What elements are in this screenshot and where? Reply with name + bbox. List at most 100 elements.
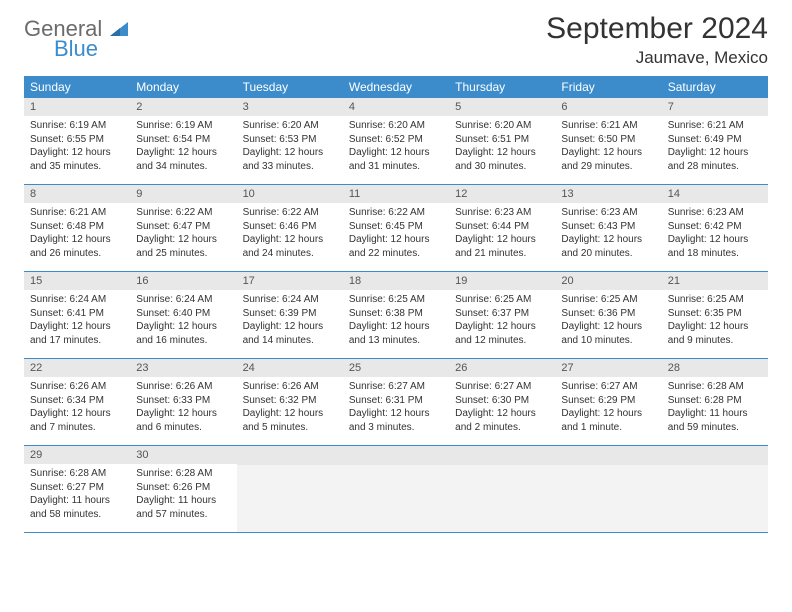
sunset-text: Sunset: 6:52 PM <box>349 133 443 147</box>
sunrise-text: Sunrise: 6:25 AM <box>561 293 655 307</box>
sunset-text: Sunset: 6:47 PM <box>136 220 230 234</box>
day-info: Sunrise: 6:27 AMSunset: 6:30 PMDaylight:… <box>449 377 555 440</box>
day-number: 3 <box>237 98 343 116</box>
sunrise-text: Sunrise: 6:19 AM <box>136 119 230 133</box>
sunrise-text: Sunrise: 6:23 AM <box>668 206 762 220</box>
daylight-text: Daylight: 12 hours and 6 minutes. <box>136 407 230 434</box>
day-cell: 11Sunrise: 6:22 AMSunset: 6:45 PMDayligh… <box>343 185 449 271</box>
sunrise-text: Sunrise: 6:28 AM <box>668 380 762 394</box>
sunrise-text: Sunrise: 6:19 AM <box>30 119 124 133</box>
sunset-text: Sunset: 6:32 PM <box>243 394 337 408</box>
day-cell: 19Sunrise: 6:25 AMSunset: 6:37 PMDayligh… <box>449 272 555 358</box>
daylight-text: Daylight: 12 hours and 3 minutes. <box>349 407 443 434</box>
day-cell: 4Sunrise: 6:20 AMSunset: 6:52 PMDaylight… <box>343 98 449 184</box>
week-row: 1Sunrise: 6:19 AMSunset: 6:55 PMDaylight… <box>24 98 768 185</box>
day-number: 27 <box>555 359 661 377</box>
sunset-text: Sunset: 6:30 PM <box>455 394 549 408</box>
dow-cell: Wednesday <box>343 76 449 98</box>
dow-cell: Thursday <box>449 76 555 98</box>
day-info: Sunrise: 6:25 AMSunset: 6:37 PMDaylight:… <box>449 290 555 353</box>
day-info: Sunrise: 6:28 AMSunset: 6:28 PMDaylight:… <box>662 377 768 440</box>
daylight-text: Daylight: 12 hours and 21 minutes. <box>455 233 549 260</box>
sunset-text: Sunset: 6:46 PM <box>243 220 337 234</box>
daylight-text: Daylight: 12 hours and 17 minutes. <box>30 320 124 347</box>
day-info: Sunrise: 6:19 AMSunset: 6:54 PMDaylight:… <box>130 116 236 179</box>
empty-day-cell <box>343 446 449 532</box>
daylight-text: Daylight: 12 hours and 1 minute. <box>561 407 655 434</box>
sunset-text: Sunset: 6:26 PM <box>136 481 230 495</box>
sunset-text: Sunset: 6:39 PM <box>243 307 337 321</box>
day-number: 18 <box>343 272 449 290</box>
day-number: 1 <box>24 98 130 116</box>
header: General Blue September 2024 Jaumave, Mex… <box>24 12 768 68</box>
calendar-grid: SundayMondayTuesdayWednesdayThursdayFrid… <box>24 76 768 533</box>
sunrise-text: Sunrise: 6:20 AM <box>349 119 443 133</box>
sunset-text: Sunset: 6:51 PM <box>455 133 549 147</box>
day-info: Sunrise: 6:26 AMSunset: 6:33 PMDaylight:… <box>130 377 236 440</box>
day-info: Sunrise: 6:27 AMSunset: 6:29 PMDaylight:… <box>555 377 661 440</box>
daylight-text: Daylight: 12 hours and 18 minutes. <box>668 233 762 260</box>
day-info: Sunrise: 6:26 AMSunset: 6:34 PMDaylight:… <box>24 377 130 440</box>
day-number: 17 <box>237 272 343 290</box>
sunset-text: Sunset: 6:38 PM <box>349 307 443 321</box>
dow-cell: Friday <box>555 76 661 98</box>
sunset-text: Sunset: 6:48 PM <box>30 220 124 234</box>
day-cell: 15Sunrise: 6:24 AMSunset: 6:41 PMDayligh… <box>24 272 130 358</box>
sunset-text: Sunset: 6:33 PM <box>136 394 230 408</box>
sunset-text: Sunset: 6:41 PM <box>30 307 124 321</box>
daylight-text: Daylight: 12 hours and 2 minutes. <box>455 407 549 434</box>
day-cell: 20Sunrise: 6:25 AMSunset: 6:36 PMDayligh… <box>555 272 661 358</box>
day-number: 19 <box>449 272 555 290</box>
day-info: Sunrise: 6:23 AMSunset: 6:44 PMDaylight:… <box>449 203 555 266</box>
day-cell: 3Sunrise: 6:20 AMSunset: 6:53 PMDaylight… <box>237 98 343 184</box>
day-number: 10 <box>237 185 343 203</box>
day-info: Sunrise: 6:25 AMSunset: 6:35 PMDaylight:… <box>662 290 768 353</box>
daylight-text: Daylight: 12 hours and 31 minutes. <box>349 146 443 173</box>
empty-day-cell <box>449 446 555 532</box>
sunset-text: Sunset: 6:42 PM <box>668 220 762 234</box>
week-row: 22Sunrise: 6:26 AMSunset: 6:34 PMDayligh… <box>24 359 768 446</box>
day-cell: 16Sunrise: 6:24 AMSunset: 6:40 PMDayligh… <box>130 272 236 358</box>
day-number: 24 <box>237 359 343 377</box>
daylight-text: Daylight: 12 hours and 24 minutes. <box>243 233 337 260</box>
daylight-text: Daylight: 12 hours and 16 minutes. <box>136 320 230 347</box>
weeks-container: 1Sunrise: 6:19 AMSunset: 6:55 PMDaylight… <box>24 98 768 533</box>
day-cell: 10Sunrise: 6:22 AMSunset: 6:46 PMDayligh… <box>237 185 343 271</box>
sunset-text: Sunset: 6:36 PM <box>561 307 655 321</box>
day-cell: 6Sunrise: 6:21 AMSunset: 6:50 PMDaylight… <box>555 98 661 184</box>
day-number: 9 <box>130 185 236 203</box>
day-info: Sunrise: 6:23 AMSunset: 6:42 PMDaylight:… <box>662 203 768 266</box>
daylight-text: Daylight: 12 hours and 35 minutes. <box>30 146 124 173</box>
sunrise-text: Sunrise: 6:24 AM <box>136 293 230 307</box>
day-number: 28 <box>662 359 768 377</box>
sunrise-text: Sunrise: 6:21 AM <box>668 119 762 133</box>
sunrise-text: Sunrise: 6:25 AM <box>668 293 762 307</box>
logo-text: General Blue <box>24 18 128 60</box>
day-info: Sunrise: 6:20 AMSunset: 6:51 PMDaylight:… <box>449 116 555 179</box>
sunset-text: Sunset: 6:27 PM <box>30 481 124 495</box>
day-info: Sunrise: 6:27 AMSunset: 6:31 PMDaylight:… <box>343 377 449 440</box>
daylight-text: Daylight: 11 hours and 59 minutes. <box>668 407 762 434</box>
sunrise-text: Sunrise: 6:21 AM <box>30 206 124 220</box>
dow-cell: Sunday <box>24 76 130 98</box>
day-info: Sunrise: 6:22 AMSunset: 6:45 PMDaylight:… <box>343 203 449 266</box>
day-cell: 30Sunrise: 6:28 AMSunset: 6:26 PMDayligh… <box>130 446 236 532</box>
day-info: Sunrise: 6:26 AMSunset: 6:32 PMDaylight:… <box>237 377 343 440</box>
sunrise-text: Sunrise: 6:27 AM <box>349 380 443 394</box>
day-cell: 7Sunrise: 6:21 AMSunset: 6:49 PMDaylight… <box>662 98 768 184</box>
sunrise-text: Sunrise: 6:22 AM <box>243 206 337 220</box>
day-info: Sunrise: 6:20 AMSunset: 6:52 PMDaylight:… <box>343 116 449 179</box>
day-info: Sunrise: 6:22 AMSunset: 6:46 PMDaylight:… <box>237 203 343 266</box>
day-number: 6 <box>555 98 661 116</box>
day-number: 5 <box>449 98 555 116</box>
sunset-text: Sunset: 6:28 PM <box>668 394 762 408</box>
day-info: Sunrise: 6:24 AMSunset: 6:41 PMDaylight:… <box>24 290 130 353</box>
day-number: 2 <box>130 98 236 116</box>
empty-day-cell <box>555 446 661 532</box>
day-info: Sunrise: 6:28 AMSunset: 6:26 PMDaylight:… <box>130 464 236 527</box>
sunrise-text: Sunrise: 6:24 AM <box>243 293 337 307</box>
empty-day-number <box>343 446 449 465</box>
sunset-text: Sunset: 6:55 PM <box>30 133 124 147</box>
sunset-text: Sunset: 6:44 PM <box>455 220 549 234</box>
day-number: 11 <box>343 185 449 203</box>
